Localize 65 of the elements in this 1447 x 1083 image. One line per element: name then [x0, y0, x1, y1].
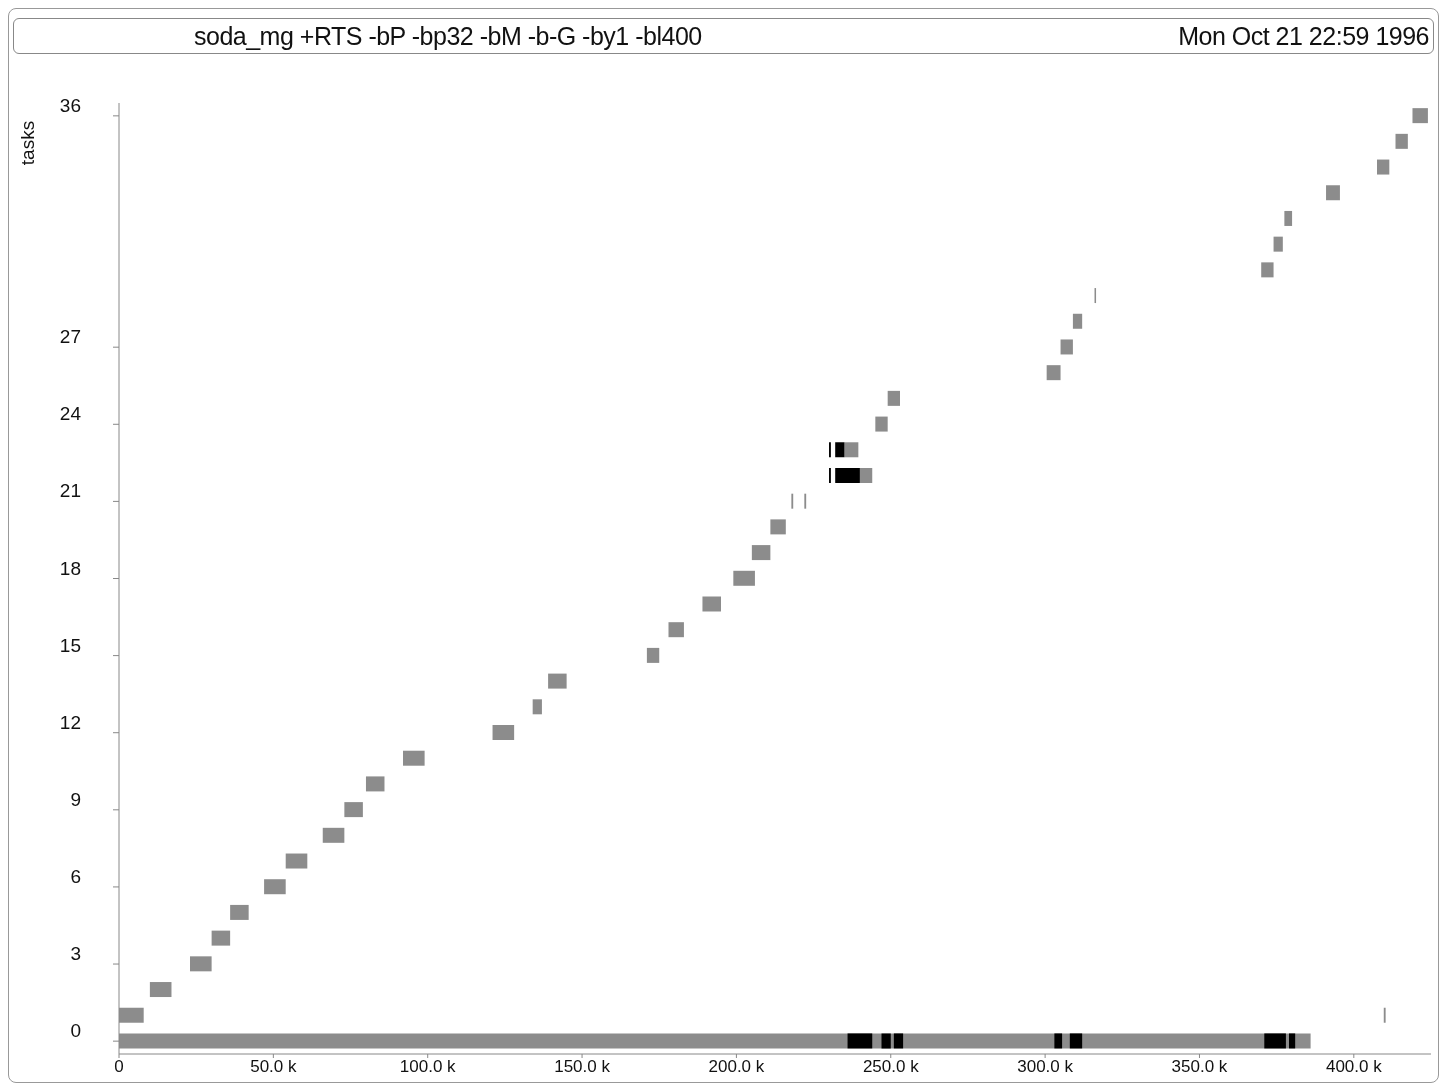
chart-subtitle: Mon Oct 21 22:59 1996: [1178, 21, 1429, 51]
bar: [1284, 210, 1293, 226]
bar: [548, 673, 567, 689]
x-tick-label: 150.0 k: [554, 1057, 611, 1077]
bar: [668, 622, 684, 638]
y-tick-label: 27: [59, 326, 81, 348]
bar: [859, 467, 873, 483]
bar: [344, 802, 363, 818]
x-tick-label: 300.0 k: [1017, 1057, 1074, 1077]
bar: [1069, 1033, 1083, 1049]
y-tick-label: 21: [59, 480, 81, 502]
x-tick-label: 0: [114, 1057, 124, 1077]
bar: [403, 750, 425, 766]
bar: [1072, 313, 1083, 329]
bar: [1046, 365, 1061, 381]
bar: [322, 827, 345, 843]
bar: [646, 647, 660, 663]
bar: [1376, 159, 1390, 175]
x-tick-label: 250.0 k: [862, 1057, 920, 1077]
bar: [847, 1033, 873, 1049]
bar: [835, 467, 860, 483]
y-tick-label: 15: [59, 634, 81, 656]
x-tick-label: 400.0 k: [1325, 1057, 1383, 1077]
bar: [1264, 1033, 1286, 1049]
bar: [190, 956, 212, 972]
bar: [1412, 108, 1428, 124]
y-tick-label: 12: [59, 711, 81, 733]
bar: [211, 930, 231, 946]
y-tick-label: 0: [70, 1020, 81, 1042]
bar: [230, 904, 249, 920]
y-tick-label: 9: [70, 788, 81, 810]
chart-title: soda_mg +RTS -bP -bp32 -bM -b-G -by1 -bl400: [194, 21, 702, 51]
x-tick-label: 200.0 k: [708, 1057, 765, 1077]
bar: [733, 570, 755, 586]
x-tick-label: 350.0 k: [1171, 1057, 1228, 1077]
bar: [835, 442, 845, 458]
bar: [893, 1033, 904, 1049]
bar: [264, 879, 286, 895]
y-tick-label: 18: [59, 557, 81, 579]
bar: [844, 442, 859, 458]
bar: [1395, 133, 1408, 149]
bar: [751, 545, 771, 561]
x-tick-label: 50.0 k: [250, 1057, 298, 1077]
bar: [702, 596, 721, 612]
y-axis-title: tasks: [17, 120, 39, 166]
bar: [881, 1033, 891, 1049]
bar: [492, 725, 515, 741]
bar: [532, 699, 542, 715]
bar: [1054, 1033, 1063, 1049]
y-tick-label: 6: [70, 865, 81, 887]
bar: [875, 416, 888, 432]
bar: [1261, 262, 1274, 278]
bar: [1289, 1033, 1296, 1049]
bar: [770, 519, 786, 535]
bar: [365, 776, 385, 792]
bar: [285, 853, 308, 869]
bar: [887, 390, 901, 406]
y-tick-label: 36: [59, 94, 81, 116]
bar: [149, 982, 172, 998]
bar: [1273, 236, 1283, 252]
y-tick-label: 24: [59, 403, 82, 425]
x-tick-label: 100.0 k: [399, 1057, 457, 1077]
bar: [1060, 339, 1073, 355]
bar: [1326, 185, 1340, 201]
y-tick-label: 3: [70, 943, 81, 965]
